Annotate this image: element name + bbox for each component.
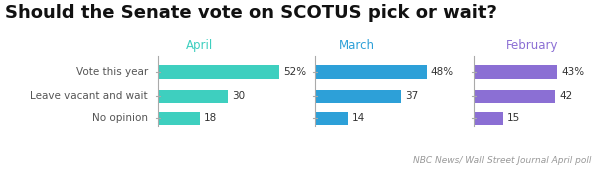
Bar xyxy=(158,89,228,103)
Text: 18: 18 xyxy=(204,113,217,123)
Text: No opinion: No opinion xyxy=(92,113,148,123)
Bar xyxy=(315,65,427,79)
Text: NBC News/ Wall Street Journal April poll: NBC News/ Wall Street Journal April poll xyxy=(413,156,591,165)
Bar xyxy=(474,89,555,103)
Text: Should the Senate vote on SCOTUS pick or wait?: Should the Senate vote on SCOTUS pick or… xyxy=(5,4,497,22)
Text: 30: 30 xyxy=(232,91,245,101)
Text: 48%: 48% xyxy=(431,67,454,77)
Bar xyxy=(158,112,200,124)
Text: March: March xyxy=(339,39,375,53)
Text: 52%: 52% xyxy=(283,67,307,77)
Text: April: April xyxy=(187,39,214,53)
Bar xyxy=(474,112,503,124)
Text: Leave vacant and wait: Leave vacant and wait xyxy=(31,91,148,101)
Bar xyxy=(474,65,557,79)
Bar xyxy=(315,112,347,124)
Text: 43%: 43% xyxy=(561,67,584,77)
Text: 37: 37 xyxy=(406,91,419,101)
Text: 14: 14 xyxy=(352,113,365,123)
Text: 42: 42 xyxy=(559,91,572,101)
Text: Vote this year: Vote this year xyxy=(76,67,148,77)
Text: February: February xyxy=(506,39,558,53)
Bar xyxy=(315,89,401,103)
Bar xyxy=(158,65,279,79)
Text: 15: 15 xyxy=(507,113,520,123)
